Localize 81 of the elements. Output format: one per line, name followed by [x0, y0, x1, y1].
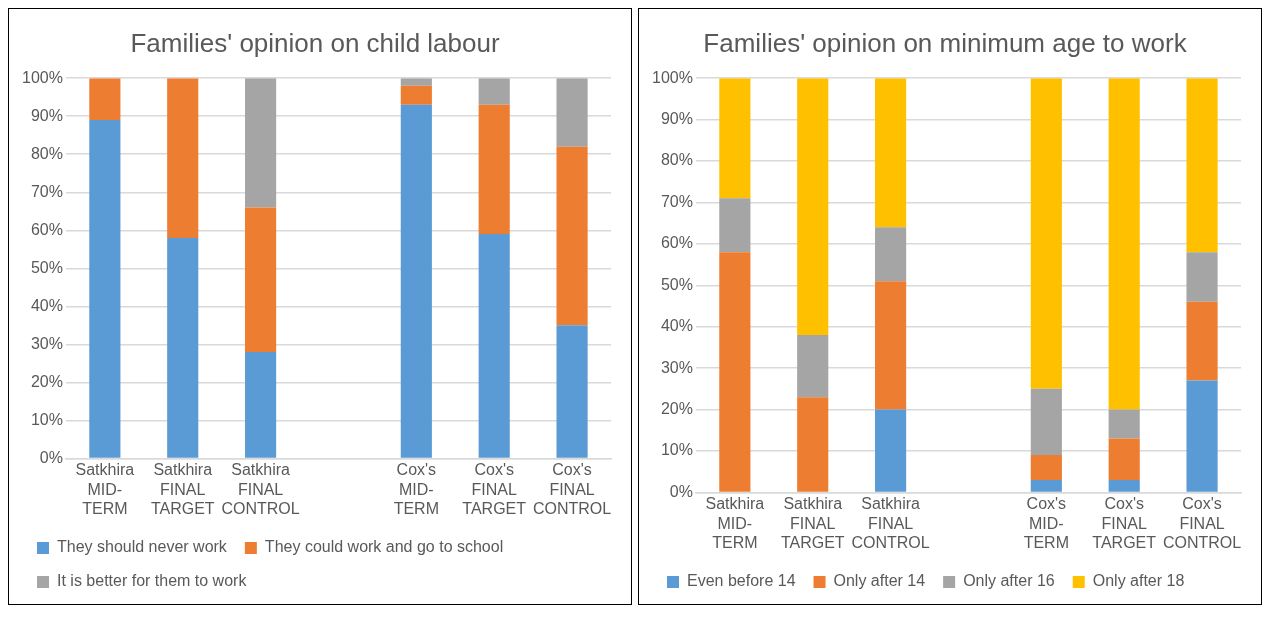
bar [478, 234, 510, 458]
x-tick-label: Cox's FINAL CONTROL [1162, 495, 1242, 551]
bar [797, 335, 829, 398]
y-tick-label: 70% [30, 182, 63, 200]
bar [1108, 438, 1140, 480]
bar [1030, 388, 1062, 456]
x-tick-label: Cox's FINAL TARGET [462, 461, 527, 517]
bar [875, 227, 907, 282]
bar [719, 198, 751, 253]
x-tick-label: Satkhira MID-TERM [705, 495, 765, 551]
bar [167, 78, 199, 238]
bar [89, 78, 121, 121]
y-tick-label: 100% [652, 68, 693, 86]
y-tick-label: 50% [660, 275, 693, 293]
bar [1030, 455, 1062, 480]
bar [719, 252, 751, 492]
legend-label: Even before 14 [687, 572, 796, 590]
y-tick-label: 80% [660, 151, 693, 169]
y-tick-label: 0% [39, 448, 63, 466]
x-tick-label: Cox's FINAL TARGET [1092, 495, 1157, 551]
bar [245, 351, 277, 458]
bar [1108, 78, 1140, 410]
bar [875, 409, 907, 492]
bar [556, 325, 588, 458]
x-tick-label: Cox's MID-TERM [393, 461, 439, 517]
legend-label: Only after 18 [1092, 572, 1185, 590]
y-tick-label: 30% [30, 334, 63, 352]
y-tick-label: 20% [30, 372, 63, 390]
bar [1108, 479, 1140, 492]
bar [875, 78, 907, 228]
x-tick-label: Satkhira FINAL TARGET [780, 495, 845, 551]
bar [89, 120, 121, 458]
y-tick-label: 20% [660, 399, 693, 417]
y-tick-label: 40% [660, 317, 693, 335]
legend-label: Only after 14 [833, 572, 926, 590]
bar [719, 78, 751, 199]
y-tick-label: 10% [660, 441, 693, 459]
x-tick-label: Satkhira MID-TERM [75, 461, 135, 517]
y-tick-label: 10% [30, 410, 63, 428]
bar [1030, 479, 1062, 492]
bar [875, 281, 907, 410]
bar [1186, 301, 1218, 381]
bar [167, 237, 199, 458]
bar [400, 78, 432, 86]
bar [1030, 78, 1062, 389]
legend-label: It is better for them to work [57, 572, 248, 590]
bar [1108, 409, 1140, 439]
bar [797, 78, 829, 335]
bar [556, 146, 588, 326]
bar [245, 78, 277, 208]
x-tick-label: Satkhira FINAL CONTROL [221, 461, 300, 517]
legend-label: They should never work [57, 538, 228, 556]
y-tick-label: 0% [669, 482, 693, 500]
chart-title: Families' opinion on minimum age to work [703, 27, 1188, 58]
legend-label: They could work and go to school [264, 538, 504, 556]
y-tick-label: 80% [30, 144, 63, 162]
bar [1186, 78, 1218, 253]
x-tick-label: Satkhira FINAL CONTROL [851, 495, 930, 551]
y-tick-label: 60% [660, 234, 693, 252]
bar [556, 78, 588, 147]
y-tick-label: 60% [30, 220, 63, 238]
x-tick-label: Cox's FINAL CONTROL [532, 461, 612, 517]
bar [1186, 252, 1218, 302]
y-tick-label: 30% [660, 358, 693, 376]
bar [1186, 380, 1218, 492]
bar [400, 85, 432, 105]
y-tick-label: 100% [22, 68, 63, 86]
bar [400, 104, 432, 458]
y-tick-label: 90% [660, 110, 693, 128]
x-tick-label: Satkhira FINAL TARGET [150, 461, 215, 517]
y-tick-label: 90% [30, 106, 63, 124]
legend-label: Only after 16 [963, 572, 1055, 590]
x-tick-label: Cox's MID-TERM [1023, 495, 1069, 551]
y-tick-label: 70% [660, 192, 693, 210]
bar [245, 207, 277, 352]
chart-title: Families' opinion on child labour [130, 27, 500, 58]
bar [478, 78, 510, 105]
y-tick-label: 40% [30, 296, 63, 314]
bar [797, 397, 829, 492]
y-tick-label: 50% [30, 258, 63, 276]
bar [478, 104, 510, 235]
